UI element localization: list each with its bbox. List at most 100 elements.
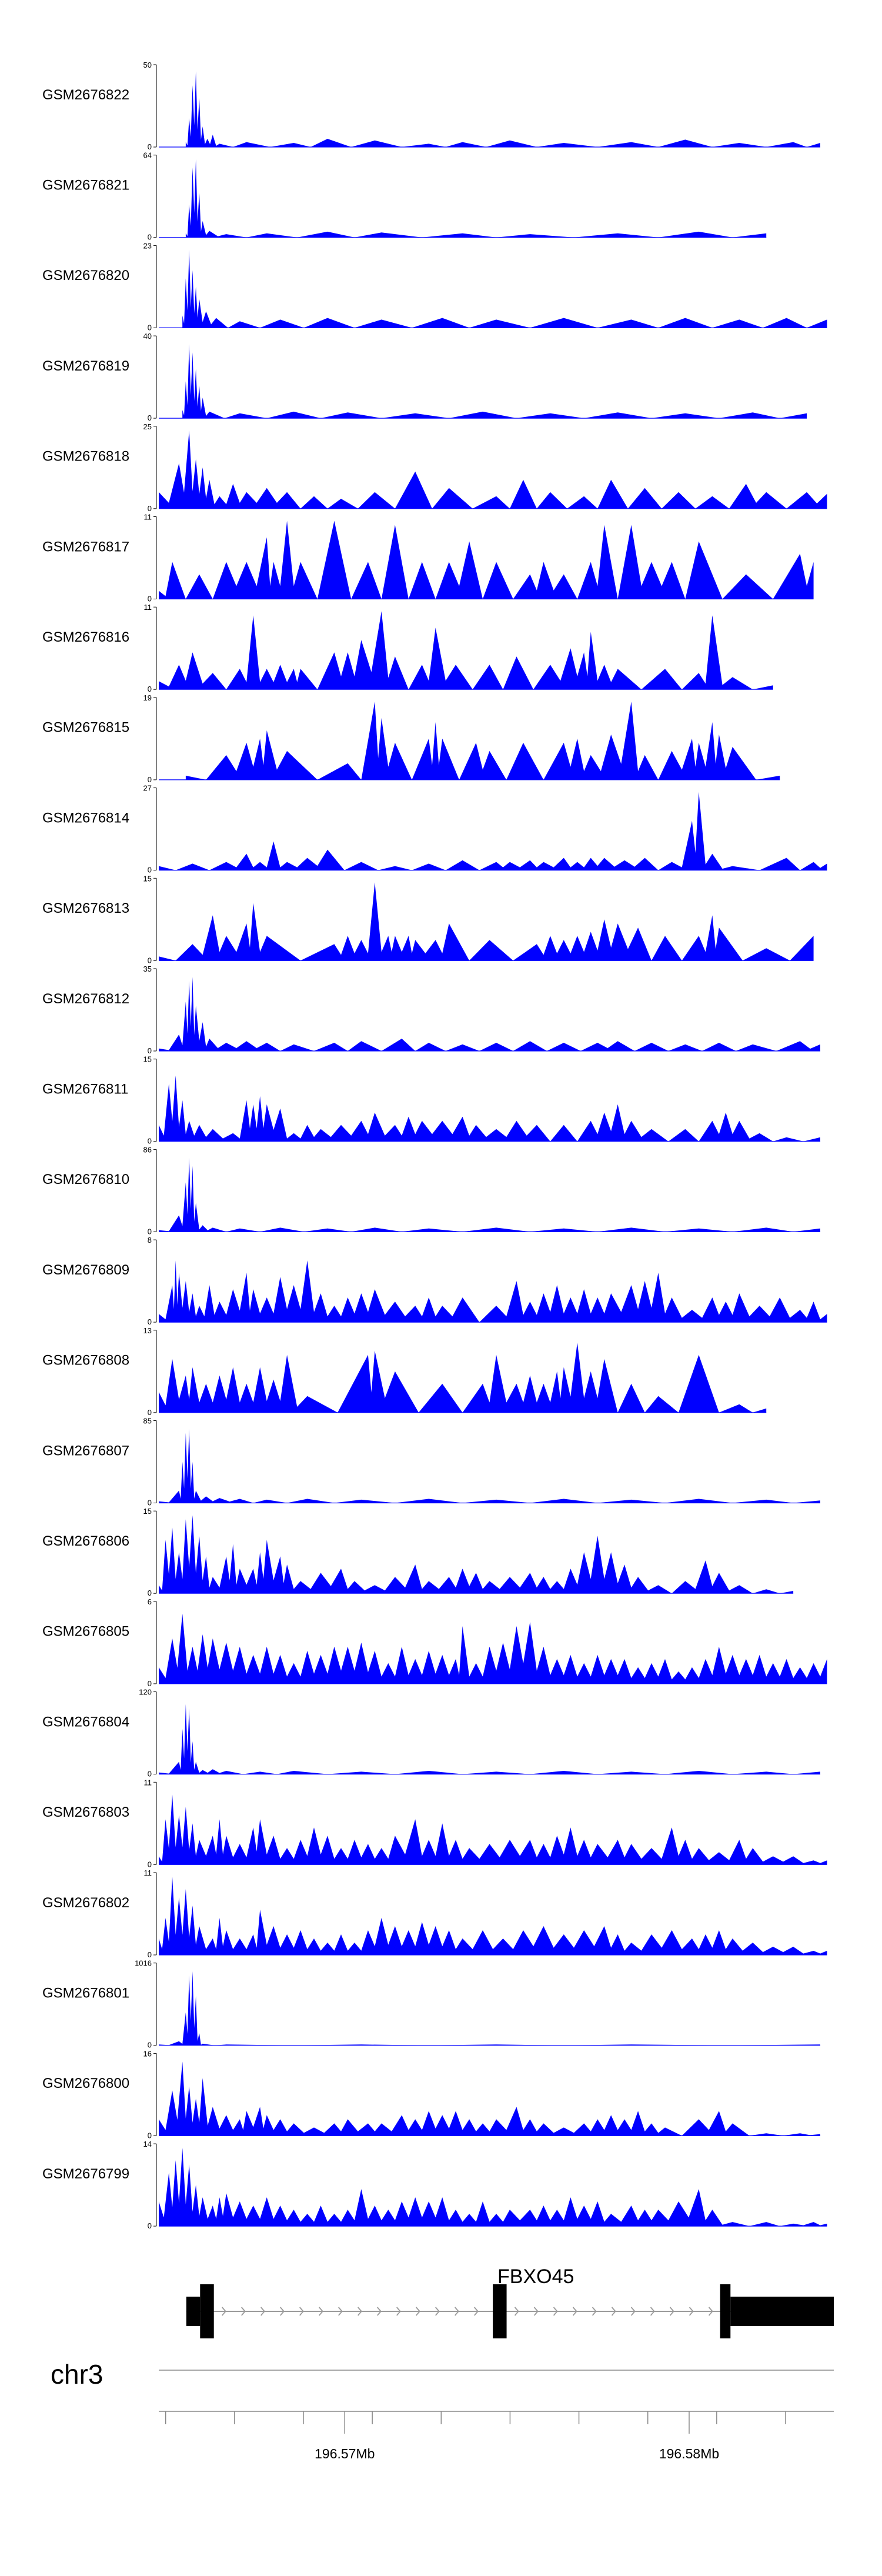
track-GSM2676806: GSM2676806 15 0 xyxy=(42,1507,794,1597)
strand-chevron xyxy=(222,2307,226,2316)
track-GSM2676821: GSM2676821 64 0 xyxy=(42,151,767,242)
signal-area xyxy=(159,1971,820,2046)
y-zero-label: 0 xyxy=(148,1317,152,1326)
y-max-label: 15 xyxy=(143,1055,152,1064)
track-label: GSM2676818 xyxy=(42,449,129,465)
y-zero-label: 0 xyxy=(148,1499,152,1507)
y-zero-label: 0 xyxy=(148,866,152,875)
strand-chevron xyxy=(435,2307,440,2316)
signal-area xyxy=(159,1613,827,1684)
strand-chevron xyxy=(455,2307,459,2316)
signal-area xyxy=(159,1515,794,1594)
track-label: GSM2676812 xyxy=(42,991,129,1007)
strand-chevron xyxy=(416,2307,420,2316)
gene-name: FBXO45 xyxy=(497,2265,574,2288)
y-zero-label: 0 xyxy=(148,956,152,965)
signal-area xyxy=(159,1157,820,1232)
track-GSM2676805: GSM2676805 6 0 xyxy=(42,1597,827,1688)
track-label: GSM2676819 xyxy=(42,358,129,374)
strand-chevron xyxy=(611,2307,616,2316)
exon-block xyxy=(200,2284,214,2338)
y-zero-label: 0 xyxy=(148,504,152,513)
signal-area xyxy=(159,792,827,870)
y-zero-label: 0 xyxy=(148,2131,152,2140)
strand-chevron xyxy=(592,2307,597,2316)
strand-chevron xyxy=(241,2307,246,2316)
track-GSM2676818: GSM2676818 25 0 xyxy=(42,422,827,513)
track-GSM2676813: GSM2676813 15 0 xyxy=(42,874,814,965)
track-GSM2676814: GSM2676814 27 0 xyxy=(42,784,827,875)
signal-area xyxy=(159,1260,827,1323)
y-max-label: 15 xyxy=(143,874,152,883)
y-zero-label: 0 xyxy=(148,1770,152,1778)
strand-chevron xyxy=(514,2307,519,2316)
strand-chevron xyxy=(650,2307,655,2316)
y-max-label: 27 xyxy=(143,784,152,793)
strand-chevron xyxy=(553,2307,558,2316)
track-label: GSM2676802 xyxy=(42,1895,129,1911)
strand-chevron xyxy=(533,2307,539,2316)
y-max-label: 11 xyxy=(144,1778,152,1787)
y-zero-label: 0 xyxy=(148,1227,152,1236)
exon-block xyxy=(730,2297,834,2326)
strand-chevron xyxy=(474,2307,479,2316)
track-GSM2676800: GSM2676800 16 0 xyxy=(42,2049,821,2140)
y-zero-label: 0 xyxy=(148,595,152,603)
track-label: GSM2676806 xyxy=(42,1533,129,1549)
y-max-label: 85 xyxy=(143,1417,152,1426)
y-zero-label: 0 xyxy=(148,323,152,332)
track-label: GSM2676801 xyxy=(42,1986,129,2001)
track-label: GSM2676799 xyxy=(42,2166,129,2182)
signal-area xyxy=(159,1429,820,1503)
track-GSM2676820: GSM2676820 23 0 xyxy=(42,241,827,332)
track-GSM2676816: GSM2676816 11 0 xyxy=(42,603,773,693)
signal-area xyxy=(159,2148,827,2227)
y-zero-label: 0 xyxy=(148,1860,152,1868)
strand-chevron xyxy=(260,2307,265,2316)
y-zero-label: 0 xyxy=(148,1679,152,1688)
track-label: GSM2676803 xyxy=(42,1804,129,1820)
strand-chevron xyxy=(396,2307,401,2316)
y-max-label: 40 xyxy=(143,332,152,341)
y-max-label: 1016 xyxy=(135,1959,152,1968)
strand-chevron xyxy=(689,2307,694,2316)
signal-area xyxy=(159,1342,767,1413)
y-max-label: 23 xyxy=(143,241,152,250)
strand-chevron xyxy=(708,2307,713,2316)
y-zero-label: 0 xyxy=(148,685,152,693)
chromosome-label: chr3 xyxy=(51,2359,103,2390)
track-GSM2676819: GSM2676819 40 0 xyxy=(42,332,807,422)
signal-area xyxy=(185,159,767,238)
track-label: GSM2676821 xyxy=(42,178,129,193)
y-zero-label: 0 xyxy=(148,2221,152,2230)
y-max-label: 14 xyxy=(143,2140,152,2148)
track-GSM2676807: GSM2676807 85 0 xyxy=(42,1417,821,1507)
exon-block xyxy=(493,2284,507,2338)
strand-chevron xyxy=(319,2307,323,2316)
track-GSM2676812: GSM2676812 35 0 xyxy=(42,965,821,1055)
genome-axis: chr3 196.57Mb 196.58Mb xyxy=(51,2359,834,2461)
signal-area xyxy=(159,611,773,690)
signal-area xyxy=(159,882,814,961)
y-zero-label: 0 xyxy=(148,1046,152,1055)
y-max-label: 120 xyxy=(139,1688,152,1697)
signal-area xyxy=(182,344,807,419)
track-GSM2676803: GSM2676803 11 0 xyxy=(42,1778,827,1868)
gene-model: FBXO45 xyxy=(186,2265,834,2338)
track-label: GSM2676815 xyxy=(42,720,129,736)
track-GSM2676817: GSM2676817 11 0 xyxy=(42,513,814,603)
strand-chevron xyxy=(669,2307,674,2316)
track-label: GSM2676804 xyxy=(42,1714,129,1730)
strand-chevron xyxy=(280,2307,285,2316)
y-zero-label: 0 xyxy=(148,1137,152,1146)
y-max-label: 19 xyxy=(143,693,152,702)
coordinate-label: 196.58Mb xyxy=(659,2446,719,2461)
track-label: GSM2676820 xyxy=(42,268,129,283)
signal-area xyxy=(185,71,820,147)
track-label: GSM2676808 xyxy=(42,1353,129,1369)
signal-area xyxy=(182,249,827,328)
y-max-label: 6 xyxy=(148,1597,152,1606)
y-zero-label: 0 xyxy=(148,1589,152,1597)
y-zero-label: 0 xyxy=(148,1408,152,1417)
